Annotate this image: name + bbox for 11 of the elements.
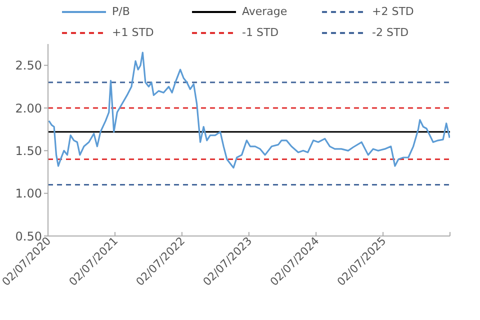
y-tick-label: 1.50	[15, 144, 42, 158]
y-tick-label: 2.00	[15, 101, 42, 116]
legend-label: -1 STD	[242, 26, 279, 39]
y-tick-label: 2.50	[15, 58, 42, 73]
legend-label: P/B	[112, 5, 130, 18]
line-series	[48, 52, 450, 169]
y-tick-label: 1.00	[15, 186, 42, 201]
legend-label: +2 STD	[372, 5, 414, 18]
legend-label: Average	[242, 5, 288, 18]
legend-label: +1 STD	[112, 26, 154, 39]
legend-label: -2 STD	[372, 26, 409, 39]
